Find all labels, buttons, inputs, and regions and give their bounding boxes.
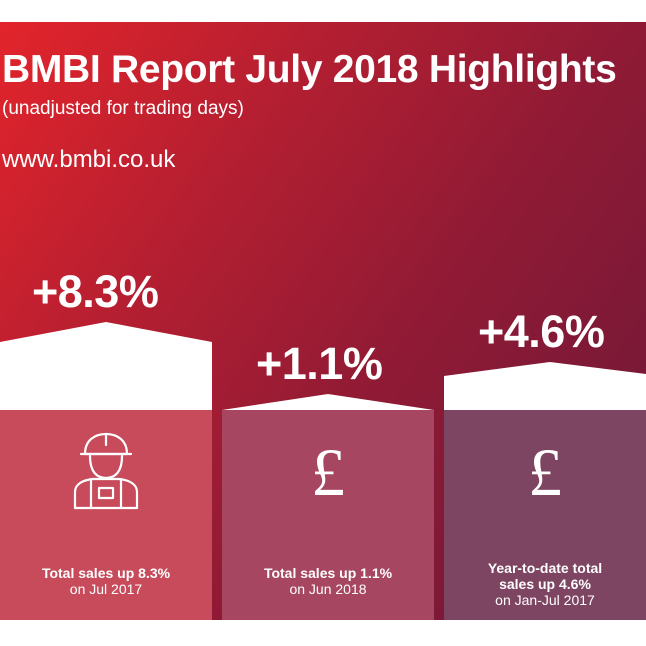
stat-caption-ytd: Year-to-date total sales up 4.6% on Jan-… <box>487 560 603 608</box>
pound-icon: £ <box>311 434 345 510</box>
infographic: BMBI Report July 2018 Highlights (unadju… <box>0 22 646 620</box>
stat-value-jul-2017: +8.3% <box>32 266 159 317</box>
stat-panel-ytd: £ Year-to-date total sales up 4.6% on Ja… <box>444 410 646 620</box>
page-subtitle: (unadjusted for trading days) <box>2 98 244 119</box>
stat-panel-jul-2017: Total sales up 8.3% on Jul 2017 <box>0 410 212 620</box>
stat-value-ytd: +4.6% <box>478 306 605 357</box>
roof-shape <box>444 362 646 410</box>
stat-value-jun-2018: +1.1% <box>256 338 383 389</box>
website-link[interactable]: www.bmbi.co.uk <box>2 146 176 173</box>
stat-caption-jul-2017: Total sales up 8.3% on Jul 2017 <box>41 565 171 597</box>
stat-caption-jun-2018: Total sales up 1.1% on Jun 2018 <box>263 565 393 597</box>
stat-panel-jun-2018: £ Total sales up 1.1% on Jun 2018 <box>222 410 434 620</box>
roof-shape <box>0 322 212 410</box>
worker-icon <box>0 430 212 510</box>
roof-shape <box>222 394 434 410</box>
page-title: BMBI Report July 2018 Highlights <box>2 48 617 91</box>
pound-icon: £ <box>528 434 562 510</box>
